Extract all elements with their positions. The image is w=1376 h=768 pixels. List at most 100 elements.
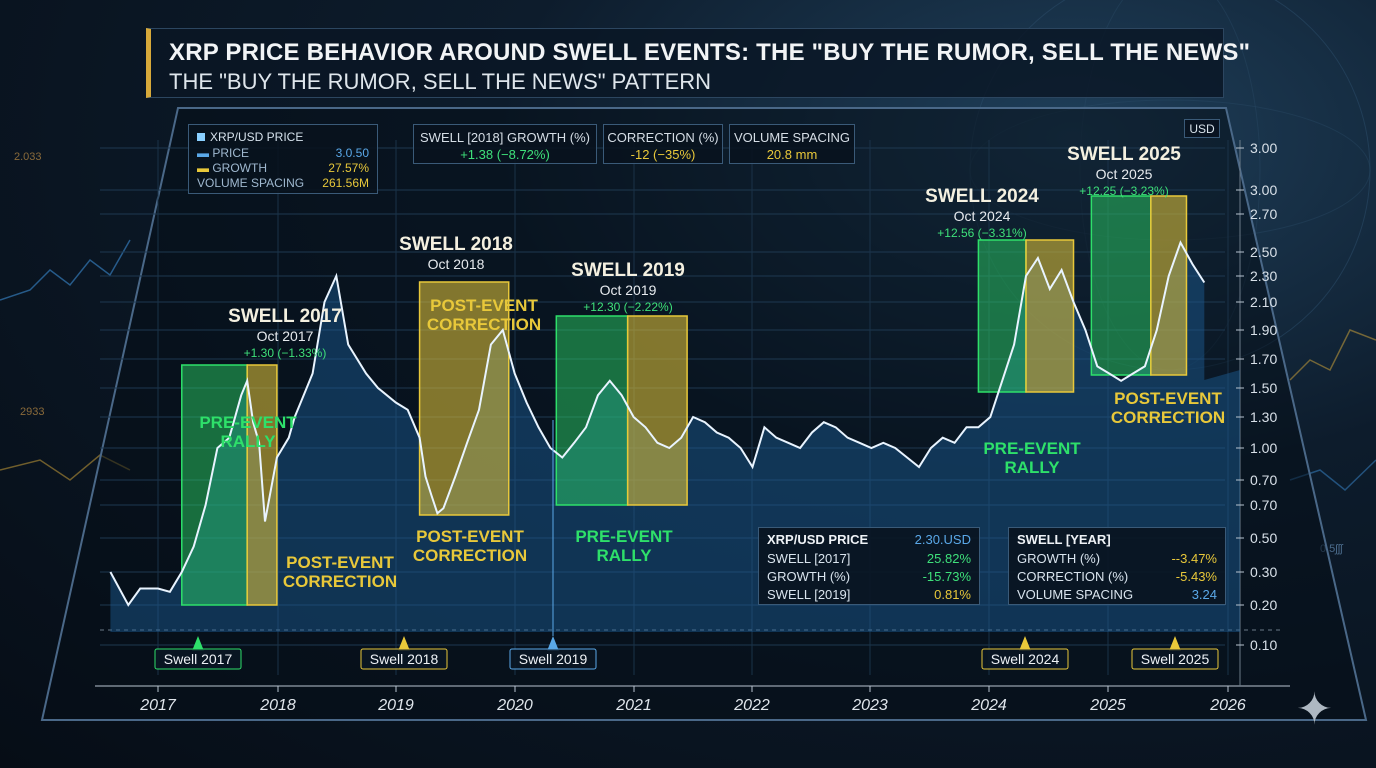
phase-label: CORRECTION: [1111, 408, 1225, 427]
event-marker-triangle: [398, 636, 410, 651]
event-date: Oct 2018: [428, 256, 485, 272]
stats-right-value: --3.47%: [1171, 550, 1217, 566]
legend-row: ▬ PRICE 3.0.50: [197, 146, 369, 160]
event-marker-box: [360, 648, 448, 670]
stats-right-header-label: SWELL [YEAR]: [1017, 531, 1111, 547]
event-title: SWELL 2018: [399, 234, 513, 255]
stats-left-row: SWELL [2019] 0.81%: [767, 585, 971, 603]
y-tick-label: 0.10: [1250, 637, 1277, 653]
stats-right-label: VOLUME SPACING: [1017, 586, 1134, 602]
stats-panel-right: SWELL [YEAR] GROWTH (%) --3.47% CORRECTI…: [1008, 527, 1226, 605]
stats-right-header: SWELL [YEAR]: [1017, 530, 1217, 548]
y-tick-label: 2.70: [1250, 206, 1277, 222]
event-marker-box: [981, 648, 1069, 670]
y-tick-label: 1.50: [1250, 380, 1277, 396]
phase-label: RALLY: [220, 432, 276, 451]
x-tick-label: 2022: [733, 697, 770, 714]
y-tick-label: 2.30: [1250, 268, 1277, 284]
phase-label: CORRECTION: [283, 572, 397, 591]
stats-left-label: SWELL [2019]: [767, 586, 851, 602]
stats-left-label: GROWTH (%): [767, 568, 851, 584]
bg-number-1: 2.033: [14, 151, 42, 163]
chart-subtitle: THE "BUY THE RUMOR, SELL THE NEWS" PATTE…: [169, 69, 712, 94]
event-title: SWELL 2017: [228, 306, 342, 327]
legend-label-volume: VOLUME SPACING: [197, 176, 305, 190]
rally-box: [1090, 195, 1152, 376]
event-change: +12.56 (−3.31%): [937, 226, 1026, 240]
legend-swatch-price: [197, 133, 205, 141]
event-marker-label: Swell 2024: [991, 651, 1060, 667]
correction-box: [1150, 195, 1188, 376]
event-marker-label: Swell 2017: [164, 651, 233, 667]
x-tick-label: 2017: [139, 697, 177, 714]
event-marker-triangle: [547, 636, 559, 651]
y-tick-label: 1.70: [1250, 351, 1277, 367]
phase-label: POST-EVENT: [286, 553, 394, 572]
x-tick-label: 2023: [851, 697, 888, 714]
metric-volume-label: VOLUME SPACING: [733, 130, 851, 145]
legend-value-growth: 27.57%: [328, 161, 369, 175]
x-tick-label: 2025: [1089, 697, 1126, 714]
y-tick-label: 0.70: [1250, 472, 1277, 488]
event-marker-label: Swell 2025: [1141, 651, 1210, 667]
phase-label: RALLY: [596, 546, 652, 565]
metric-correction-label: CORRECTION (%): [607, 130, 719, 145]
stats-right-label: GROWTH (%): [1017, 550, 1101, 566]
stats-left-row: GROWTH (%) -15.73%: [767, 567, 971, 585]
metric-volume-value: 20.8 mm: [766, 147, 818, 162]
stats-left-header: XRP/USD PRICE 2.30.USD: [767, 530, 971, 548]
legend-value-price: 3.0.50: [335, 146, 369, 160]
sparkle-icon: ✦: [1296, 685, 1333, 734]
phase-label: PRE-EVENT: [199, 413, 297, 432]
phase-label: RALLY: [1004, 458, 1060, 477]
x-tick-label: 2019: [377, 697, 414, 714]
stats-right-row: GROWTH (%) --3.47%: [1017, 549, 1217, 567]
y-tick-label: 0.20: [1250, 597, 1277, 613]
stats-left-value: -15.73%: [922, 568, 971, 584]
event-marker-triangle: [1019, 636, 1031, 651]
event-title: SWELL 2019: [571, 260, 685, 281]
y-tick-label: 1.30: [1250, 409, 1277, 425]
x-tick-label: 2024: [970, 697, 1007, 714]
stats-panel-left: XRP/USD PRICE 2.30.USD SWELL [2017] 25.8…: [758, 527, 980, 605]
y-tick-label: 0.70: [1250, 497, 1277, 513]
phase-label: CORRECTION: [413, 546, 527, 565]
event-date: Oct 2024: [954, 208, 1011, 224]
event-change: +1.30 (−1.33%): [244, 346, 327, 360]
x-tick-label: 2021: [615, 697, 652, 714]
event-change: +12.25 (−3.23%): [1079, 184, 1168, 198]
stats-right-row: CORRECTION (%) -5.43%: [1017, 567, 1217, 585]
phase-label: PRE-EVENT: [575, 527, 673, 546]
metric-growth: SWELL [2018] GROWTH (%) +1.38 (−8.72%): [413, 124, 597, 164]
stats-left-label: SWELL [2017]: [767, 550, 851, 566]
metric-growth-label: SWELL [2018] GROWTH (%): [420, 130, 590, 145]
legend-value-volume: 261.56M: [322, 176, 369, 190]
phase-label: POST-EVENT: [430, 296, 538, 315]
legend-label-growth: GROWTH: [212, 161, 267, 175]
event-marker-box: [1131, 648, 1219, 670]
event-date: Oct 2019: [600, 282, 657, 298]
stats-right-value: 3.24: [1191, 586, 1217, 602]
correction-box: [418, 281, 510, 516]
y-tick-label: 0.50: [1250, 530, 1277, 546]
y-tick-label: 2.10: [1250, 294, 1277, 310]
event-title: SWELL 2024: [925, 186, 1039, 207]
y-tick-label: 3.00: [1250, 140, 1277, 156]
metric-volume: VOLUME SPACING 20.8 mm: [729, 124, 855, 164]
x-tick-label: 2020: [496, 697, 533, 714]
legend-panel: XRP/USD PRICE ▬ PRICE 3.0.50 ▬ GROWTH 27…: [188, 124, 378, 194]
event-date: Oct 2017: [257, 328, 314, 344]
metric-correction: CORRECTION (%) -12 (−35%): [603, 124, 723, 164]
price-line: [109, 240, 1206, 607]
legend-label-price: PRICE: [212, 146, 250, 160]
correction-box: [626, 315, 688, 506]
bg-number-2: 2933: [20, 406, 44, 418]
phase-label: POST-EVENT: [1114, 389, 1222, 408]
title-box: XRP PRICE BEHAVIOR AROUND SWELL EVENTS: …: [146, 28, 1250, 98]
event-title: SWELL 2025: [1067, 144, 1181, 165]
y-tick-label: 0.30: [1250, 564, 1277, 580]
legend-title-row: XRP/USD PRICE: [197, 128, 369, 146]
x-tick-label: 2018: [259, 697, 296, 714]
event-marker-box: [154, 648, 242, 670]
